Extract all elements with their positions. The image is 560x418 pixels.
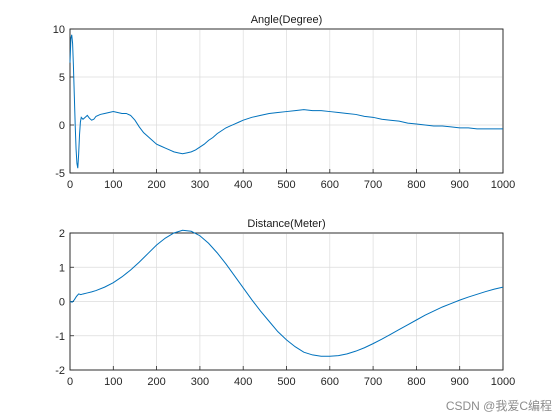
angle-x-tick-label: 600 bbox=[321, 179, 339, 191]
distance-x-tick-label: 0 bbox=[67, 376, 73, 388]
angle-series-line bbox=[69, 34, 503, 169]
distance-y-tick-label: 0 bbox=[59, 297, 65, 309]
distance-x-tick-label: 1000 bbox=[491, 376, 515, 388]
distance-y-tick-label: -1 bbox=[55, 331, 65, 343]
distance-x-tick-label: 700 bbox=[364, 376, 382, 388]
distance-y-tick-label: -2 bbox=[55, 365, 65, 377]
angle-x-tick-label: 800 bbox=[407, 179, 425, 191]
distance-x-tick-label: 400 bbox=[234, 376, 252, 388]
angle-x-tick-label: 300 bbox=[191, 179, 209, 191]
distance-series-line bbox=[69, 229, 504, 357]
angle-y-tick-label: -5 bbox=[55, 168, 65, 180]
distance-x-tick-label: 100 bbox=[104, 376, 122, 388]
distance-x-tick-label: 800 bbox=[407, 376, 425, 388]
angle-x-tick-label: 700 bbox=[364, 179, 382, 191]
angle-chart-title: Angle(Degree) bbox=[251, 14, 323, 26]
distance-x-tick-label: 200 bbox=[147, 376, 165, 388]
distance-x-tick-label: 600 bbox=[321, 376, 339, 388]
angle-axes: 0 100 200 300 400 500 600 700 800 900 1000-50510An… bbox=[53, 14, 515, 191]
distance-chart-title: Distance(Meter) bbox=[247, 218, 325, 230]
distance-axes: 0 100 200 300 400 500 600 700 800 900 1000 -2 -1 0 1 2 D… bbox=[55, 218, 515, 388]
distance-x-tick-label: 900 bbox=[451, 376, 469, 388]
angle-x-tick-label: 200 bbox=[147, 179, 165, 191]
angle-x-tick-label: 500 bbox=[277, 179, 295, 191]
watermark: CSDN @我爱C编程 bbox=[445, 399, 552, 413]
angle-y-tick-label: 5 bbox=[59, 72, 65, 84]
distance-y-tick-label: 2 bbox=[59, 228, 65, 240]
angle-x-tick-label: 400 bbox=[234, 179, 252, 191]
angle-y-tick-label: 10 bbox=[53, 24, 65, 36]
distance-x-tick-label: 500 bbox=[277, 376, 295, 388]
angle-x-tick-label: 1000 bbox=[491, 179, 515, 191]
angle-y-tick-label: 0 bbox=[59, 120, 65, 132]
angle-x-tick-label: 0 bbox=[67, 179, 73, 191]
angle-x-tick-label: 100 bbox=[104, 179, 122, 191]
distance-x-tick-label: 300 bbox=[191, 376, 209, 388]
angle-x-tick-label: 900 bbox=[451, 179, 469, 191]
distance-y-tick-label: 1 bbox=[59, 262, 65, 274]
